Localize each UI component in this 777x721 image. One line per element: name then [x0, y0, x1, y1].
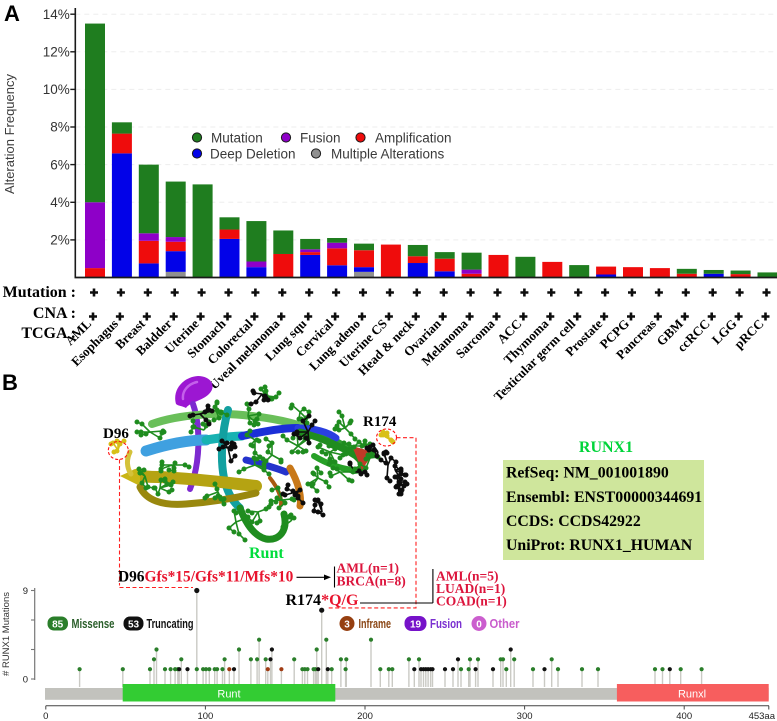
svg-text:Mutation: Mutation: [211, 130, 263, 145]
svg-text:Mutation :: Mutation :: [3, 284, 76, 301]
svg-text:AML(n=1): AML(n=1): [337, 560, 399, 575]
svg-text:19: 19: [410, 620, 422, 631]
svg-text:100: 100: [197, 711, 213, 721]
svg-text:Amplification: Amplification: [375, 130, 452, 145]
svg-text:53: 53: [128, 620, 140, 631]
svg-text:LUAD(n=1): LUAD(n=1): [436, 581, 505, 596]
svg-text:Fusion: Fusion: [300, 130, 341, 145]
svg-text:8%: 8%: [50, 120, 70, 135]
svg-text:Ensembl: ENST00000344691: Ensembl: ENST00000344691: [506, 489, 702, 506]
svg-text:0: 0: [43, 711, 48, 721]
svg-text:R174*Q/G: R174*Q/G: [286, 592, 359, 609]
svg-text:CCDS: CCDS42922: CCDS: CCDS42922: [506, 513, 641, 530]
svg-text:0: 0: [476, 620, 482, 631]
svg-text:TCGA :: TCGA :: [21, 325, 76, 342]
svg-text:400: 400: [676, 711, 692, 721]
svg-text:AML(n=5): AML(n=5): [436, 568, 498, 583]
svg-text:9: 9: [23, 586, 28, 597]
svg-text:# RUNX1 Mutations: # RUNX1 Mutations: [1, 592, 12, 676]
svg-text:COAD(n=1): COAD(n=1): [436, 593, 507, 608]
svg-text:4%: 4%: [50, 195, 70, 210]
svg-text:0: 0: [23, 675, 28, 686]
svg-text:10%: 10%: [43, 82, 70, 97]
svg-text:RefSeq: NM_001001890: RefSeq: NM_001001890: [506, 465, 669, 482]
svg-text:2%: 2%: [50, 233, 70, 248]
svg-text:UniProt: RUNX1_HUMAN: UniProt: RUNX1_HUMAN: [506, 537, 693, 554]
svg-text:Other: Other: [490, 616, 520, 631]
svg-text:Inframe: Inframe: [359, 616, 392, 631]
svg-text:6%: 6%: [50, 157, 70, 172]
svg-text:14%: 14%: [43, 7, 70, 22]
svg-text:12%: 12%: [43, 45, 70, 60]
svg-text:Truncating: Truncating: [147, 616, 194, 631]
svg-text:D96Gfs*15/Gfs*11/Mfs*10: D96Gfs*15/Gfs*11/Mfs*10: [118, 569, 294, 586]
svg-text:300: 300: [517, 711, 533, 721]
svg-text:R174: R174: [363, 414, 397, 430]
svg-text:Deep Deletion: Deep Deletion: [210, 146, 296, 161]
svg-text:Runt: Runt: [217, 689, 240, 701]
svg-text:85: 85: [52, 620, 64, 631]
svg-text:A: A: [4, 1, 20, 26]
svg-text:Runt: Runt: [249, 545, 284, 562]
svg-text:Runxl: Runxl: [678, 689, 706, 701]
svg-text:CNA :: CNA :: [33, 305, 76, 322]
svg-text:3: 3: [344, 620, 350, 631]
svg-text:RUNX1: RUNX1: [579, 439, 633, 456]
svg-text:200: 200: [357, 711, 373, 721]
svg-text:Missense: Missense: [72, 616, 115, 631]
svg-text:B: B: [2, 370, 18, 395]
svg-text:D96: D96: [103, 426, 129, 442]
svg-text:453aa: 453aa: [749, 711, 776, 721]
svg-text:Alteration Frequency: Alteration Frequency: [2, 74, 17, 194]
svg-text:Fusion: Fusion: [430, 616, 462, 631]
svg-text:BRCA(n=8): BRCA(n=8): [337, 573, 406, 588]
svg-text:Multiple Alterations: Multiple Alterations: [331, 146, 445, 161]
